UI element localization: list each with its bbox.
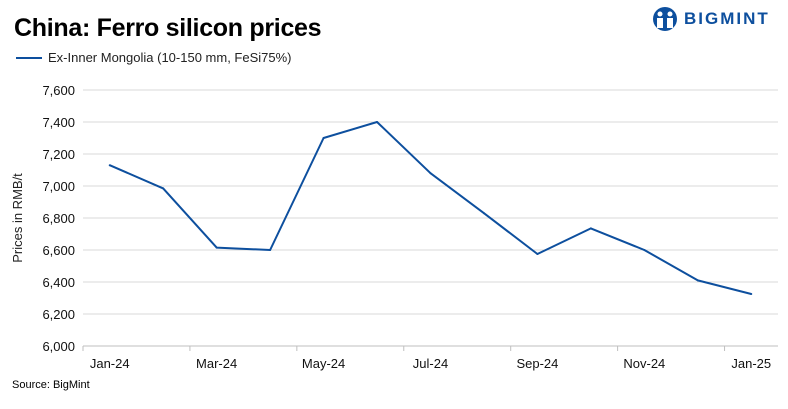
- y-tick-label: 7,400: [42, 115, 75, 130]
- bigmint-logo: BIGMINT: [652, 6, 770, 32]
- data-point: [215, 246, 218, 249]
- data-point: [429, 172, 432, 175]
- data-point: [376, 121, 379, 123]
- x-tick-label: Sep-24: [516, 356, 558, 371]
- y-tick-label: 6,800: [42, 211, 75, 226]
- data-point: [696, 279, 699, 282]
- y-tick-label: 6,200: [42, 307, 75, 322]
- y-tick-label: 7,200: [42, 147, 75, 162]
- legend: Ex-Inner Mongolia (10-150 mm, FeSi75%): [16, 50, 292, 65]
- y-tick-label: 6,000: [42, 339, 75, 354]
- x-tick-label: Jan-24: [90, 356, 130, 371]
- series-line: [109, 121, 752, 295]
- data-point: [162, 187, 165, 190]
- y-tick-label: 7,000: [42, 179, 75, 194]
- data-point: [322, 137, 325, 139]
- data-point: [750, 293, 753, 295]
- data-point: [269, 249, 272, 251]
- source-note: Source: BigMint: [12, 379, 90, 391]
- data-point: [482, 212, 485, 215]
- x-tick-label: Jul-24: [413, 356, 448, 371]
- x-tick-label: Mar-24: [196, 356, 237, 371]
- x-tick-label: May-24: [302, 356, 345, 371]
- y-tick-label: 7,600: [42, 83, 75, 98]
- brand-name: BIGMINT: [684, 9, 770, 28]
- legend-label: Ex-Inner Mongolia (10-150 mm, FeSi75%): [48, 50, 292, 65]
- data-point: [536, 253, 539, 255]
- y-tick-label: 6,400: [42, 275, 75, 290]
- data-point: [108, 164, 111, 167]
- y-tick-label: 6,600: [42, 243, 75, 258]
- legend-swatch: [16, 56, 42, 59]
- y-axis-label: Prices in RMB/t: [10, 173, 25, 263]
- data-point: [589, 227, 592, 230]
- bigmint-logo-icon: [653, 7, 677, 31]
- chart-title: China: Ferro silicon prices: [14, 14, 322, 42]
- x-tick-label: Nov-24: [623, 356, 665, 371]
- x-tick-label: Jan-25: [731, 356, 771, 371]
- data-point: [643, 249, 646, 251]
